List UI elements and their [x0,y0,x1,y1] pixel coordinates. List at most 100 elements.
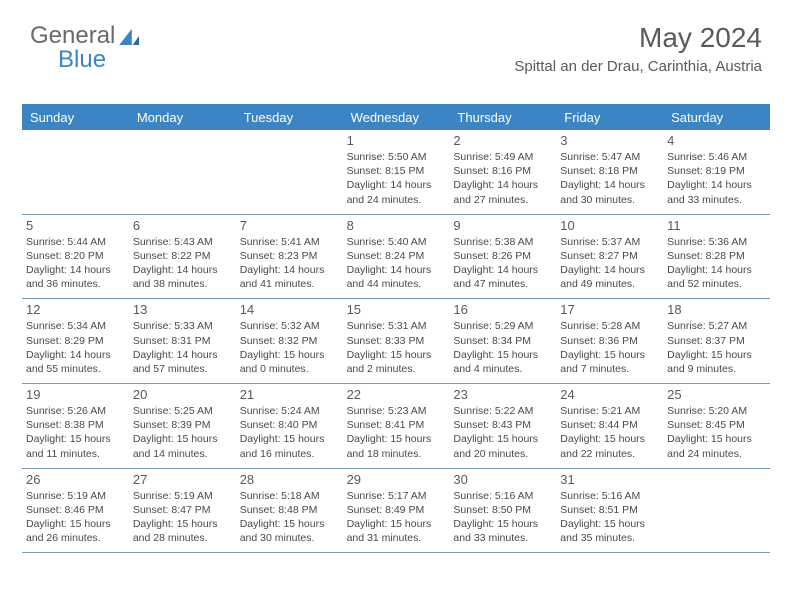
daylight-line: Daylight: 14 hours and 38 minutes. [133,263,232,291]
daylight-line: Daylight: 15 hours and 7 minutes. [560,348,659,376]
day-number: 12 [26,302,125,317]
day-header: Monday [129,104,236,130]
sunrise-line: Sunrise: 5:40 AM [347,235,446,249]
sunrise-line: Sunrise: 5:23 AM [347,404,446,418]
day-number: 18 [667,302,766,317]
day-number: 25 [667,387,766,402]
sunrise-line: Sunrise: 5:31 AM [347,319,446,333]
day-header: Wednesday [343,104,450,130]
day-cell: 19Sunrise: 5:26 AMSunset: 8:38 PMDayligh… [22,384,129,469]
day-cell: 30Sunrise: 5:16 AMSunset: 8:50 PMDayligh… [449,469,556,554]
day-header: Saturday [663,104,770,130]
sunrise-line: Sunrise: 5:25 AM [133,404,232,418]
daylight-line: Daylight: 15 hours and 18 minutes. [347,432,446,460]
daylight-line: Daylight: 15 hours and 24 minutes. [667,432,766,460]
sunrise-line: Sunrise: 5:19 AM [133,489,232,503]
day-number: 8 [347,218,446,233]
sunset-line: Sunset: 8:26 PM [453,249,552,263]
day-cell: 4Sunrise: 5:46 AMSunset: 8:19 PMDaylight… [663,130,770,215]
day-cell: 26Sunrise: 5:19 AMSunset: 8:46 PMDayligh… [22,469,129,554]
logo-icon [119,27,141,45]
day-number: 2 [453,133,552,148]
sunrise-line: Sunrise: 5:36 AM [667,235,766,249]
daylight-line: Daylight: 14 hours and 24 minutes. [347,178,446,206]
day-number: 10 [560,218,659,233]
sunrise-line: Sunrise: 5:18 AM [240,489,339,503]
sunrise-line: Sunrise: 5:33 AM [133,319,232,333]
daylight-line: Daylight: 15 hours and 28 minutes. [133,517,232,545]
day-header: Friday [556,104,663,130]
sunrise-line: Sunrise: 5:44 AM [26,235,125,249]
sunrise-line: Sunrise: 5:41 AM [240,235,339,249]
sunrise-line: Sunrise: 5:34 AM [26,319,125,333]
month-title: May 2024 [514,22,762,54]
day-cell: 23Sunrise: 5:22 AMSunset: 8:43 PMDayligh… [449,384,556,469]
sunrise-line: Sunrise: 5:47 AM [560,150,659,164]
sunset-line: Sunset: 8:22 PM [133,249,232,263]
sunset-line: Sunset: 8:20 PM [26,249,125,263]
sunrise-line: Sunrise: 5:38 AM [453,235,552,249]
daylight-line: Daylight: 15 hours and 16 minutes. [240,432,339,460]
sunrise-line: Sunrise: 5:29 AM [453,319,552,333]
day-cell: 6Sunrise: 5:43 AMSunset: 8:22 PMDaylight… [129,215,236,300]
day-number: 11 [667,218,766,233]
daylight-line: Daylight: 14 hours and 52 minutes. [667,263,766,291]
sunset-line: Sunset: 8:40 PM [240,418,339,432]
sunrise-line: Sunrise: 5:46 AM [667,150,766,164]
sunset-line: Sunset: 8:43 PM [453,418,552,432]
sunset-line: Sunset: 8:51 PM [560,503,659,517]
day-cell: 14Sunrise: 5:32 AMSunset: 8:32 PMDayligh… [236,299,343,384]
empty-cell [22,130,129,215]
day-header: Thursday [449,104,556,130]
day-cell: 7Sunrise: 5:41 AMSunset: 8:23 PMDaylight… [236,215,343,300]
sunset-line: Sunset: 8:41 PM [347,418,446,432]
daylight-line: Daylight: 15 hours and 9 minutes. [667,348,766,376]
sunrise-line: Sunrise: 5:27 AM [667,319,766,333]
day-cell: 22Sunrise: 5:23 AMSunset: 8:41 PMDayligh… [343,384,450,469]
day-number: 13 [133,302,232,317]
day-number: 30 [453,472,552,487]
day-cell: 10Sunrise: 5:37 AMSunset: 8:27 PMDayligh… [556,215,663,300]
day-cell: 20Sunrise: 5:25 AMSunset: 8:39 PMDayligh… [129,384,236,469]
empty-cell [129,130,236,215]
sunrise-line: Sunrise: 5:16 AM [453,489,552,503]
day-number: 19 [26,387,125,402]
daylight-line: Daylight: 14 hours and 33 minutes. [667,178,766,206]
daylight-line: Daylight: 14 hours and 49 minutes. [560,263,659,291]
empty-cell [663,469,770,554]
day-cell: 2Sunrise: 5:49 AMSunset: 8:16 PMDaylight… [449,130,556,215]
day-number: 23 [453,387,552,402]
sunset-line: Sunset: 8:19 PM [667,164,766,178]
sunrise-line: Sunrise: 5:19 AM [26,489,125,503]
day-cell: 29Sunrise: 5:17 AMSunset: 8:49 PMDayligh… [343,469,450,554]
sunrise-line: Sunrise: 5:22 AM [453,404,552,418]
day-cell: 9Sunrise: 5:38 AMSunset: 8:26 PMDaylight… [449,215,556,300]
day-number: 16 [453,302,552,317]
daylight-line: Daylight: 15 hours and 31 minutes. [347,517,446,545]
sunrise-line: Sunrise: 5:32 AM [240,319,339,333]
day-cell: 28Sunrise: 5:18 AMSunset: 8:48 PMDayligh… [236,469,343,554]
daylight-line: Daylight: 15 hours and 0 minutes. [240,348,339,376]
day-cell: 3Sunrise: 5:47 AMSunset: 8:18 PMDaylight… [556,130,663,215]
title-block: May 2024 Spittal an der Drau, Carinthia,… [514,22,762,75]
sunset-line: Sunset: 8:48 PM [240,503,339,517]
day-cell: 25Sunrise: 5:20 AMSunset: 8:45 PMDayligh… [663,384,770,469]
daylight-line: Daylight: 14 hours and 30 minutes. [560,178,659,206]
sunrise-line: Sunrise: 5:26 AM [26,404,125,418]
daylight-line: Daylight: 15 hours and 22 minutes. [560,432,659,460]
sunset-line: Sunset: 8:49 PM [347,503,446,517]
day-cell: 13Sunrise: 5:33 AMSunset: 8:31 PMDayligh… [129,299,236,384]
day-header: Sunday [22,104,129,130]
day-cell: 31Sunrise: 5:16 AMSunset: 8:51 PMDayligh… [556,469,663,554]
daylight-line: Daylight: 14 hours and 41 minutes. [240,263,339,291]
daylight-line: Daylight: 15 hours and 26 minutes. [26,517,125,545]
day-cell: 15Sunrise: 5:31 AMSunset: 8:33 PMDayligh… [343,299,450,384]
day-number: 7 [240,218,339,233]
sunset-line: Sunset: 8:29 PM [26,334,125,348]
sunset-line: Sunset: 8:27 PM [560,249,659,263]
sunset-line: Sunset: 8:15 PM [347,164,446,178]
daylight-line: Daylight: 15 hours and 14 minutes. [133,432,232,460]
sunset-line: Sunset: 8:16 PM [453,164,552,178]
day-number: 15 [347,302,446,317]
daylight-line: Daylight: 14 hours and 47 minutes. [453,263,552,291]
